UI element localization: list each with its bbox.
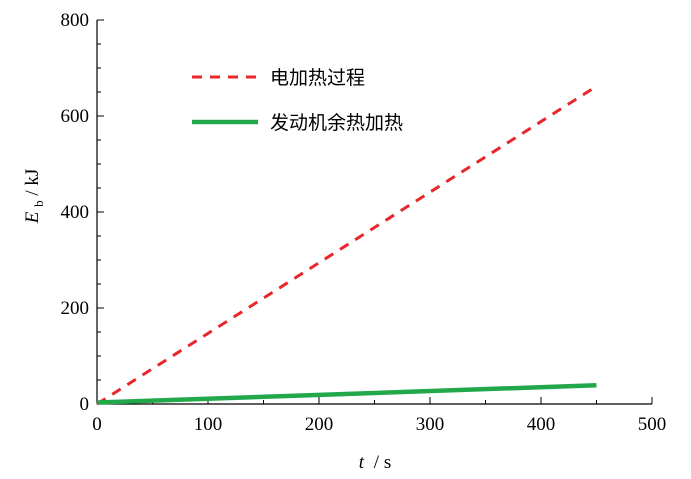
- x-tick-label: 200: [305, 414, 334, 435]
- y-axis-subscript: b: [31, 200, 46, 207]
- legend-label-engine-waste-heat: 发动机余热加热: [270, 112, 403, 134]
- x-tick-label: 0: [92, 414, 102, 435]
- series-layer: [96, 84, 598, 406]
- x-axis-title: t / s: [359, 452, 391, 473]
- legend-label-electric-heating: 电加热过程: [270, 67, 365, 89]
- x-tick-label: 300: [416, 414, 445, 435]
- y-tick-label: 600: [61, 106, 90, 127]
- axes: [96, 20, 652, 405]
- series-line-engine-waste-heat: [96, 383, 597, 405]
- y-tick-label: 400: [61, 202, 90, 223]
- y-axis-title: E b / kJ: [22, 169, 48, 225]
- y-axis-variable: E: [22, 211, 43, 224]
- y-tick-label: 800: [61, 10, 90, 31]
- x-tick-label: 400: [527, 414, 556, 435]
- y-tick-label: 200: [61, 298, 90, 319]
- y-axis-unit: / kJ: [22, 169, 43, 196]
- y-tick-label: 0: [80, 394, 90, 415]
- x-axis-unit: / s: [374, 452, 391, 473]
- x-tick-label: 100: [194, 414, 223, 435]
- series-line-electric-heating: [96, 84, 598, 406]
- ticks: 0 100 200 300 400 500 0 200 400 600 800: [61, 10, 667, 435]
- legend: 电加热过程 发动机余热加热: [192, 67, 403, 134]
- x-tick-label: 500: [638, 414, 667, 435]
- x-axis-variable: t: [359, 452, 365, 473]
